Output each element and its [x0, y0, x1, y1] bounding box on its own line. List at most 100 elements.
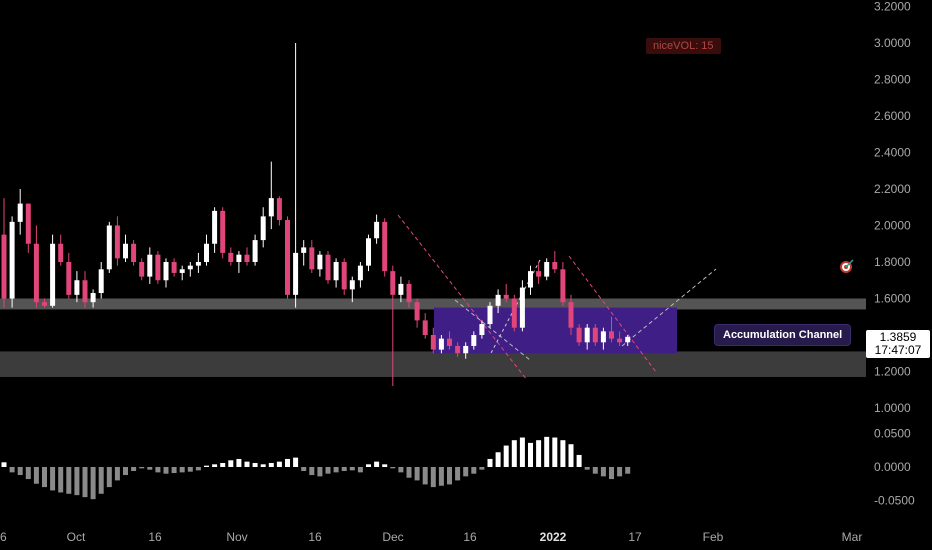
histogram-bar [252, 462, 258, 467]
candle-body [98, 269, 104, 294]
candle-body [42, 302, 47, 306]
candle-body [74, 280, 80, 295]
candle-body [600, 331, 606, 343]
histogram-bar [268, 462, 274, 467]
candle-body [487, 305, 493, 325]
histogram-bar [552, 437, 558, 467]
histogram-bar [325, 467, 331, 474]
y-tick-label: 2.2000 [874, 182, 911, 196]
histogram-bar [390, 467, 396, 469]
candle-body [163, 262, 169, 281]
candle-body [131, 243, 137, 262]
histogram-bar [519, 437, 525, 467]
histogram-bar [625, 467, 631, 474]
candle-body [301, 247, 307, 253]
candle-body [511, 298, 517, 328]
histogram-bar [576, 454, 582, 467]
histogram-bar [560, 440, 566, 467]
histogram-bar [195, 467, 201, 471]
candle-body [625, 336, 631, 343]
histogram-bar [544, 436, 550, 467]
candle-body [406, 283, 412, 303]
accumulation-channel-label[interactable]: Accumulation Channel [714, 324, 852, 346]
y-tick-label: 1.6000 [874, 292, 911, 306]
histogram-bar [309, 467, 315, 476]
histogram-bar [33, 467, 39, 484]
x-tick-label: Oct [67, 530, 86, 544]
candle-body [382, 221, 388, 272]
candle-body [106, 225, 112, 270]
x-tick-label: 16 [463, 530, 477, 544]
candle-body [236, 254, 242, 262]
resistance-band-zone [0, 298, 866, 310]
histogram-bar [9, 467, 15, 473]
candle-body [50, 243, 56, 306]
candle-body [503, 294, 509, 299]
last-price: 1.3859 [879, 330, 917, 344]
histogram-bar [25, 467, 31, 480]
candle-body [139, 262, 145, 277]
candle-body [147, 254, 153, 277]
candle-body [528, 271, 533, 288]
histogram-bar [366, 464, 371, 467]
countdown-timer: 17:47:07 [874, 343, 922, 357]
candle-body [17, 203, 23, 222]
candle-body [349, 280, 355, 290]
histogram-bar [503, 445, 509, 467]
histogram-bar [220, 462, 226, 467]
candle-body [123, 243, 128, 259]
candle-body [33, 243, 39, 303]
y-tick-label: 1.0000 [874, 401, 911, 415]
y-tick-label: 2.0000 [874, 219, 911, 233]
y-tick-label: 2.8000 [874, 73, 911, 87]
candle-body [228, 252, 234, 262]
candle-body [430, 335, 436, 350]
histogram-bar [58, 467, 64, 493]
histogram-bar [66, 467, 72, 494]
histogram-bar [382, 464, 388, 467]
y-tick-label: 3.0000 [874, 36, 911, 50]
histogram-bar [487, 458, 493, 467]
candle-body [171, 262, 177, 273]
candle-body [317, 254, 323, 270]
histogram-bar [204, 465, 209, 467]
histogram-bar [236, 458, 242, 467]
candle-body [479, 324, 485, 335]
candle-body [592, 327, 598, 343]
breakout-projection [621, 268, 717, 347]
histogram-bar [212, 464, 218, 467]
candle-body [293, 252, 299, 295]
x-tick-label: 6 [0, 530, 7, 544]
histogram-bar [528, 442, 533, 467]
histogram-bar [609, 467, 614, 480]
candle-body [252, 240, 258, 262]
candle-body [568, 302, 574, 328]
histogram-bar [98, 467, 104, 494]
histogram-bar [447, 467, 452, 485]
candle-body [576, 327, 582, 343]
candle-body [1, 234, 7, 299]
candle-body [536, 271, 542, 277]
y-tick-label: 2.6000 [874, 109, 911, 123]
histogram-bar [584, 467, 590, 470]
histogram-bar [398, 467, 404, 473]
histogram-bar [568, 444, 574, 467]
candle-body [276, 198, 282, 221]
histogram-bar [301, 467, 307, 472]
candle-body [9, 221, 15, 299]
histogram-bar [179, 467, 185, 473]
indicator-tick-label: 0.0000 [874, 460, 911, 474]
candle-body [463, 345, 469, 354]
last-price-badge: 1.3859 17:47:07 [866, 330, 930, 358]
candle-body [260, 216, 266, 241]
histogram-bar [285, 458, 290, 467]
candle-body [390, 271, 396, 295]
histogram-bar [414, 467, 420, 481]
target-icon[interactable] [838, 258, 854, 274]
x-tick-label: Dec [382, 530, 403, 544]
candle-body [114, 225, 120, 259]
histogram-bar [592, 467, 598, 474]
candle-body [204, 243, 209, 262]
y-axis: 3.2000 3.0000 2.8000 2.6000 2.4000 2.2000 2.00… [874, 0, 911, 415]
